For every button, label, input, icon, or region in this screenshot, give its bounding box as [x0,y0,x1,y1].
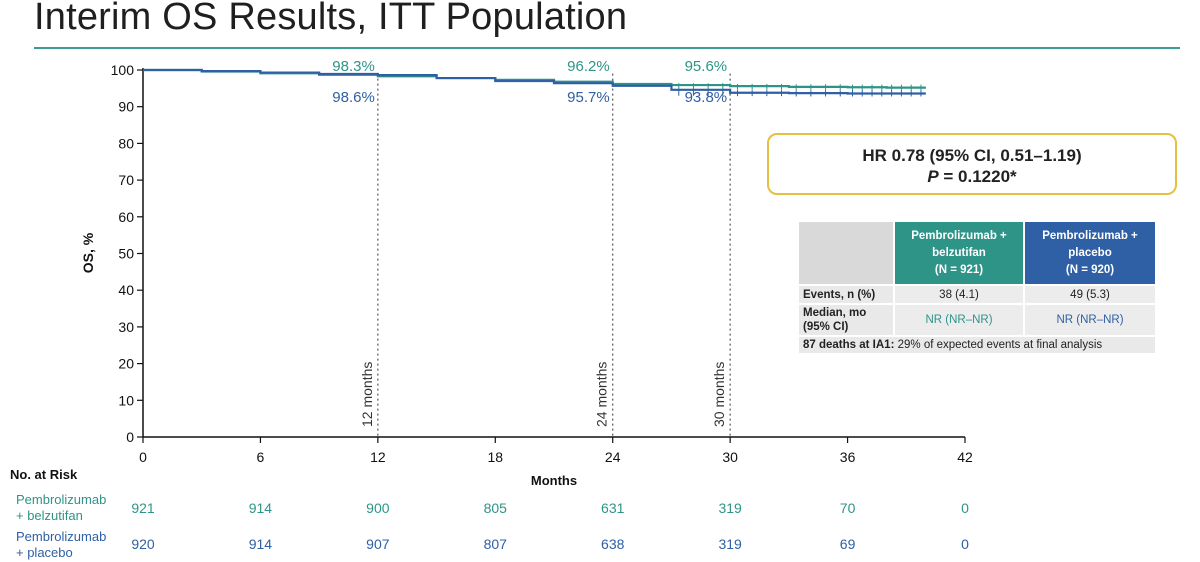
risk-count-placebo-42: 0 [961,536,969,552]
risk-label-placebo: Pembrolizumab + placebo [16,529,106,561]
header-arm-placebo: Pembrolizumab + placebo (N = 920) [1025,222,1155,284]
events-placebo: 49 (5.3) [1025,286,1155,303]
risk-count-placebo-12: 907 [366,536,390,552]
y-tick-label-0: 0 [126,429,134,445]
y-tick-label-60: 60 [118,209,134,225]
risk-count-belzutifan-36: 70 [840,500,856,516]
risk-a-l2: + belzutifan [16,508,83,523]
x-tick-label-30: 30 [722,449,738,465]
y-tick-label-30: 30 [118,319,134,335]
x-tick-label-18: 18 [487,449,503,465]
annotation-teal-30: 95.6% [685,58,728,75]
survival-curve-placebo [143,68,926,95]
y-tick-label-80: 80 [118,135,134,151]
survival-curves [143,68,926,97]
landmark-label-24: 24 months [594,362,610,427]
median-label-l1: Median, mo [803,307,867,319]
landmark-label-30: 30 months [711,362,727,427]
table-row-events: Events, n (%) 38 (4.1) 49 (5.3) [799,286,1155,303]
risk-count-belzutifan-12: 900 [366,500,390,516]
risk-heading: No. at Risk [10,467,78,482]
risk-count-placebo-36: 69 [840,536,856,552]
header-a-l1: Pembrolizumab + [911,229,1007,242]
median-placebo: NR (NR–NR) [1025,305,1155,335]
risk-count-placebo-6: 914 [249,536,273,552]
risk-a-l1: Pembrolizumab [16,492,107,507]
risk-count-placebo-0: 920 [131,536,155,552]
risk-count-placebo-30: 319 [718,536,742,552]
header-b-l2: placebo [1068,246,1112,259]
risk-counts: 921 914 900 805 631 319 70 0 920 914 907 807 638 319 6… [131,500,969,552]
y-tick-label-50: 50 [118,246,134,262]
median-label: Median, mo (95% CI) [799,305,893,335]
hr-line: HR 0.78 (95% CI, 0.51–1.19) [862,146,1082,165]
x-axis-label: Months [531,473,577,488]
annotation-blue-30: 93.8% [685,89,728,106]
header-b-l1: Pembrolizumab + [1042,229,1138,242]
landmark-label-12: 12 months [359,362,375,427]
events-label: Events, n (%) [799,286,893,303]
hazard-ratio-box: HR 0.78 (95% CI, 0.51–1.19) P = 0.1220* [767,133,1177,195]
table-row-deaths: 87 deaths at IA1: 29% of expected events… [799,337,1155,353]
annotation-blue-12: 98.6% [332,89,375,106]
chart-axes: 0 10 20 30 40 50 60 70 80 90 100 0 6 12 18 24 30 36 42 [111,62,973,465]
risk-b-l1: Pembrolizumab [16,529,107,544]
risk-count-belzutifan-30: 319 [718,500,742,516]
header-arm-belzutifan: Pembrolizumab + belzutifan (N = 921) [895,222,1023,284]
annotation-blue-24: 95.7% [567,89,610,106]
x-tick-label-6: 6 [257,449,265,465]
landmark-lines: 12 months 24 months 30 months [359,73,731,437]
curve-annotations: 98.3% 98.6% 96.2% 95.7% 95.6% 93.8% [332,58,727,106]
header-b-l3: (N = 920) [1065,263,1115,276]
risk-count-placebo-18: 807 [484,536,508,552]
y-tick-label-10: 10 [118,392,134,408]
annotation-teal-12: 98.3% [332,58,375,75]
table-row-median: Median, mo (95% CI) NR (NR–NR) NR (NR–NR… [799,305,1155,335]
deaths-bold: 87 deaths at IA1: [803,339,895,351]
median-belzutifan: NR (NR–NR) [895,305,1023,335]
x-tick-label-12: 12 [370,449,386,465]
annotation-teal-24: 96.2% [567,58,610,75]
risk-count-belzutifan-24: 631 [601,500,625,516]
risk-b-l2: + placebo [16,545,73,560]
header-a-l2: belzutifan [932,246,986,259]
p-value: = 0.1220* [938,167,1017,186]
events-belzutifan: 38 (4.1) [895,286,1023,303]
risk-count-belzutifan-42: 0 [961,500,969,516]
results-table: Pembrolizumab + belzutifan (N = 921) Pem… [797,220,1157,355]
risk-count-placebo-24: 638 [601,536,625,552]
risk-count-belzutifan-18: 805 [484,500,508,516]
table-corner [799,222,893,284]
title-divider [34,47,1180,49]
median-label-l2: (95% CI) [803,321,849,333]
deaths-text: 29% of expected events at final analysis [894,339,1103,351]
y-tick-label-70: 70 [118,172,134,188]
header-a-l3: (N = 921) [934,263,984,276]
x-tick-label-42: 42 [957,449,973,465]
p-value-line: P = 0.1220* [769,166,1175,187]
x-tick-label-0: 0 [139,449,147,465]
y-tick-label-40: 40 [118,282,134,298]
x-tick-label-36: 36 [840,449,856,465]
p-label: P [927,167,939,186]
x-tick-label-24: 24 [605,449,621,465]
y-tick-label-100: 100 [111,62,135,78]
risk-label-belzutifan: Pembrolizumab + belzutifan [16,492,106,524]
deaths-note: 87 deaths at IA1: 29% of expected events… [799,337,1155,353]
y-tick-label-90: 90 [118,99,134,115]
y-axis-label: OS, % [80,232,96,273]
page-title: Interim OS Results, ITT Population [34,0,628,38]
risk-count-belzutifan-0: 921 [131,500,155,516]
risk-count-belzutifan-6: 914 [249,500,273,516]
y-tick-label-20: 20 [118,356,134,372]
